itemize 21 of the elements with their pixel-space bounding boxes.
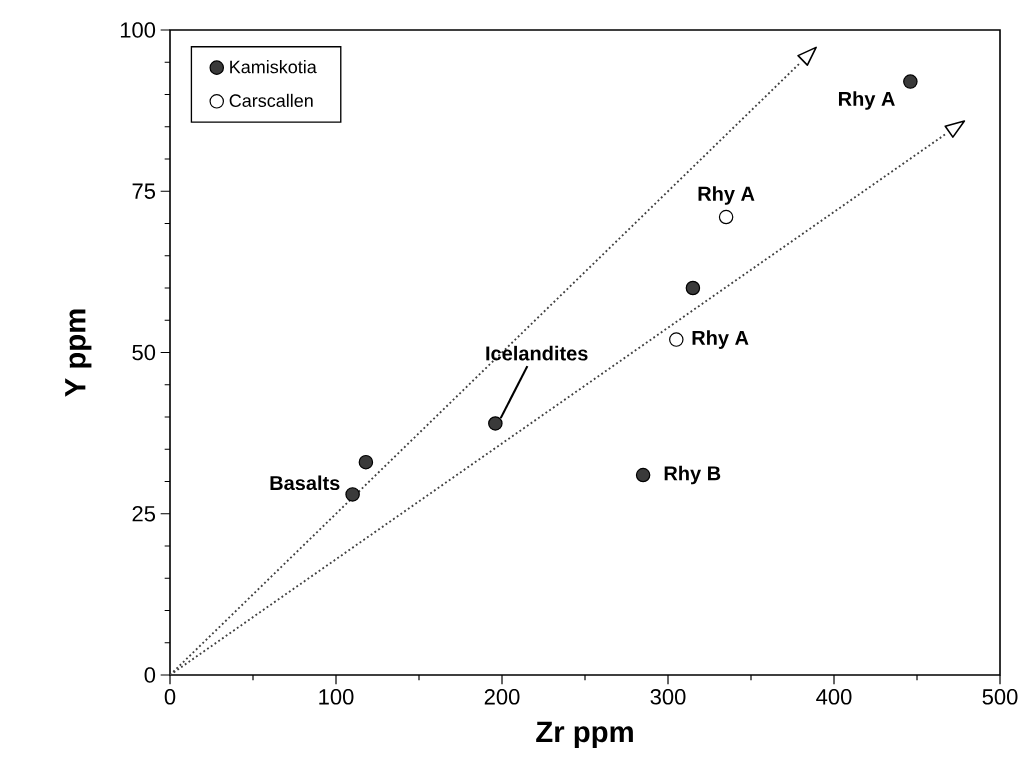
annotation: Icelandites: [486, 345, 588, 361]
x-tick-label: 300: [650, 689, 686, 705]
annotation: Rhy B: [664, 465, 721, 485]
annotation: Rhy A: [692, 330, 749, 349]
x-tick-label: 200: [484, 689, 520, 705]
y-tick-label: 100: [120, 22, 156, 38]
annotation: Rhy A: [838, 91, 895, 110]
legend-label: Kamiskotia: [230, 60, 317, 74]
y-tick-label: 75: [132, 183, 156, 199]
annotation: Basalts: [270, 475, 340, 491]
y-tick-label: 50: [132, 344, 156, 361]
x-tick-label: 0: [164, 689, 176, 705]
x-tick-label: 100: [319, 689, 354, 705]
y-tick-label: 0: [144, 667, 156, 683]
x-tick-label: 400: [816, 689, 852, 705]
y-tick-label: 25: [132, 505, 156, 522]
x-tick-label: 500: [982, 689, 1018, 705]
legend-label: Carscallen: [229, 93, 313, 108]
y-axis-title: Y ppm: [65, 309, 92, 397]
x-axis-title: Zr ppm: [536, 721, 633, 749]
annotation: Rhy A: [698, 186, 755, 205]
